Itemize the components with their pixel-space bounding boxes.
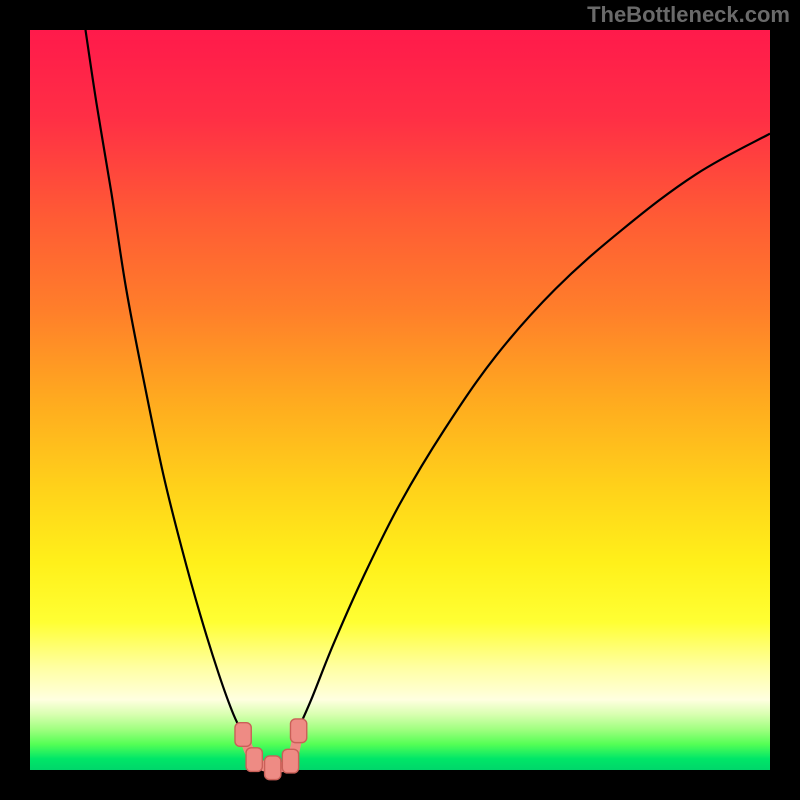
plot-gradient-background [30, 30, 770, 770]
marker-point [282, 749, 298, 773]
chart-container: TheBottleneck.com [0, 0, 800, 800]
marker-point [265, 756, 281, 780]
watermark-text: TheBottleneck.com [587, 2, 790, 28]
marker-point [246, 748, 262, 772]
bottleneck-chart [0, 0, 800, 800]
marker-point [235, 723, 251, 747]
marker-point [290, 719, 306, 743]
